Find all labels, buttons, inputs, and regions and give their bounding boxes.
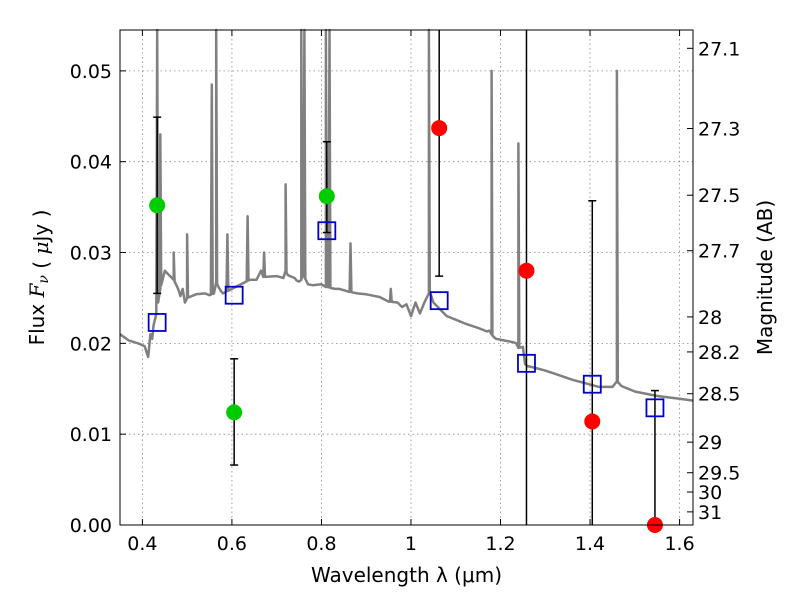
y2-tick-label: 28 bbox=[698, 307, 722, 329]
model-square-point bbox=[645, 398, 665, 418]
data-markers bbox=[147, 120, 665, 533]
y2-tick-label: 28.2 bbox=[698, 342, 740, 364]
y-tick-label: 0.01 bbox=[70, 424, 112, 446]
y-tick-label: 0.03 bbox=[70, 243, 112, 265]
red-point bbox=[518, 262, 535, 279]
green-point bbox=[318, 188, 335, 205]
y2-axis-label: Magnitude (AB) bbox=[753, 200, 777, 355]
model-square-point bbox=[224, 285, 244, 305]
model-square-point bbox=[517, 353, 536, 373]
x-tick-labels: 0.4 0.6 0.8 1 1.2 1.4 1.6 bbox=[127, 533, 694, 555]
y2-tick-label: 27.5 bbox=[698, 185, 740, 207]
red-point bbox=[431, 120, 448, 137]
model-square-point bbox=[429, 291, 449, 311]
y-label-text: ( bbox=[29, 255, 53, 276]
model-spectrum bbox=[119, 28, 694, 402]
green-point bbox=[226, 404, 243, 421]
y2-tick-label: 29.5 bbox=[698, 463, 740, 485]
y-tick-label: 0.05 bbox=[70, 61, 112, 83]
y2-tick-label: 27.3 bbox=[698, 119, 740, 141]
y-label-text: Flux bbox=[25, 297, 49, 345]
y-tick-label: 0.04 bbox=[70, 152, 112, 174]
y-axis-label: Flux Fν ( μJy ) bbox=[25, 210, 53, 346]
model-square-point bbox=[582, 374, 602, 394]
x-tick-label: 1.4 bbox=[575, 533, 605, 555]
y2-tick-label: 27.1 bbox=[698, 38, 740, 60]
y-tick-labels: 0.00 0.01 0.02 0.03 0.04 0.05 bbox=[70, 61, 112, 537]
y-label-mu: μ bbox=[29, 242, 53, 255]
x-tick-label: 1 bbox=[405, 533, 417, 555]
x-tick-label: 0.8 bbox=[306, 533, 336, 555]
y-label-symbol: F bbox=[25, 282, 49, 298]
y2-tick-label: 31 bbox=[698, 502, 722, 524]
x-tick-label: 1.2 bbox=[485, 533, 515, 555]
y-label-subscript: ν bbox=[36, 275, 52, 284]
green-point bbox=[149, 197, 166, 214]
y-tick-label: 0.00 bbox=[70, 515, 112, 537]
red-point bbox=[584, 413, 601, 430]
y2-tick-label: 30 bbox=[698, 482, 722, 504]
y2-tick-label: 27.7 bbox=[698, 241, 740, 263]
model-square-point bbox=[147, 313, 167, 332]
grid bbox=[120, 30, 693, 526]
y2-tick-label: 28.5 bbox=[698, 384, 740, 406]
model-square-point bbox=[317, 221, 337, 241]
x-tick-label: 0.4 bbox=[127, 533, 157, 555]
spectrum-line bbox=[119, 28, 694, 402]
y2-tick-label: 29 bbox=[698, 432, 722, 454]
x-tick-label: 1.6 bbox=[664, 533, 694, 555]
plot-frame bbox=[119, 29, 694, 526]
axis-ticks bbox=[120, 30, 693, 526]
y-tick-label: 0.02 bbox=[70, 333, 112, 355]
y-label-text: Jy ) bbox=[29, 210, 53, 244]
x-axis-label: Wavelength λ (μm) bbox=[311, 563, 502, 587]
x-tick-label: 0.6 bbox=[217, 533, 247, 555]
